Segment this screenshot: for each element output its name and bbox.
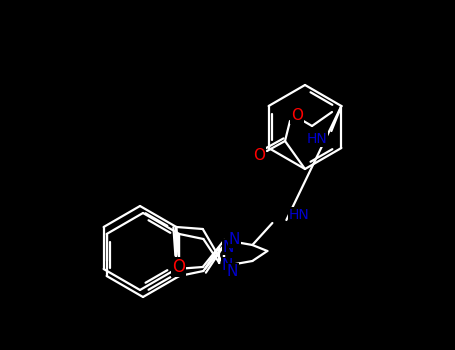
Text: HN: HN bbox=[288, 208, 309, 222]
Text: O: O bbox=[172, 258, 185, 276]
Text: O: O bbox=[291, 108, 303, 124]
Text: N: N bbox=[229, 232, 240, 247]
Text: N: N bbox=[222, 239, 234, 254]
Text: N: N bbox=[227, 264, 238, 279]
Text: HN: HN bbox=[307, 132, 328, 146]
Text: N: N bbox=[222, 258, 233, 273]
Text: O: O bbox=[253, 147, 265, 162]
